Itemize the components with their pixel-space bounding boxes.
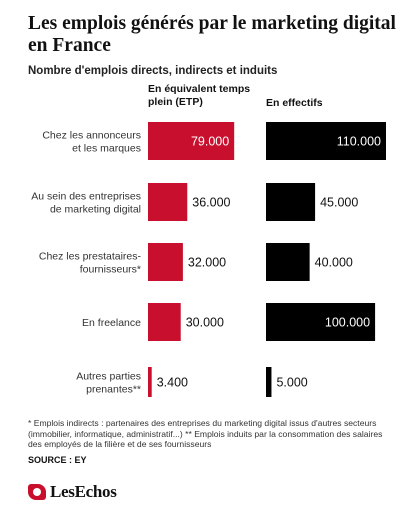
data-label-etp: 32.000 bbox=[188, 256, 226, 270]
category-label: Chez les annonceurs et les marques bbox=[42, 130, 141, 155]
data-label-etp: 3.400 bbox=[157, 376, 188, 390]
column-header-effectifs: En effectifs bbox=[266, 97, 323, 109]
category-label: Au sein des entreprises de marketing digi… bbox=[31, 191, 141, 216]
bar-effectifs bbox=[266, 303, 376, 341]
les-echos-logo-icon bbox=[28, 484, 46, 500]
data-label-effectifs: 45.000 bbox=[320, 196, 358, 210]
data-label-etp: 30.000 bbox=[186, 316, 224, 330]
bar-etp bbox=[148, 303, 181, 341]
data-label-etp: 79.000 bbox=[191, 135, 229, 149]
footnote: * Emplois indirects : partenaires des en… bbox=[28, 418, 383, 449]
data-label-effectifs: 100.000 bbox=[325, 316, 370, 330]
source: SOURCE : EY bbox=[28, 455, 87, 465]
bar-etp bbox=[148, 243, 183, 281]
data-label-effectifs: 5.000 bbox=[276, 376, 307, 390]
column-header-etp: En équivalent temps plein (ETP) bbox=[148, 83, 251, 108]
bar-effectifs bbox=[266, 183, 316, 221]
chart-area: Chez les annonceurs et les marques 79.000 1… bbox=[31, 122, 386, 397]
chart-subtitle: Nombre d'emplois directs, indirects et i… bbox=[28, 65, 278, 77]
bar-effectifs bbox=[266, 122, 386, 160]
bar-effectifs bbox=[266, 243, 310, 281]
category-label: Autres parties prenantes** bbox=[76, 371, 141, 396]
bar-etp bbox=[148, 122, 235, 160]
les-echos-logo: LesEchos bbox=[28, 482, 117, 502]
chart-title: Les emplois générés par le marketing dig… bbox=[28, 13, 396, 56]
les-echos-logo-text: LesEchos bbox=[50, 482, 117, 501]
data-label-effectifs: 110.000 bbox=[337, 135, 381, 149]
category-label: En freelance bbox=[82, 317, 141, 329]
data-label-etp: 36.000 bbox=[192, 196, 230, 210]
data-label-effectifs: 40.000 bbox=[315, 256, 353, 270]
category-label: Chez les prestataires-fournisseurs* bbox=[39, 251, 142, 276]
bar-etp bbox=[148, 367, 152, 397]
bar-effectifs bbox=[266, 367, 272, 397]
bar-etp bbox=[148, 183, 188, 221]
